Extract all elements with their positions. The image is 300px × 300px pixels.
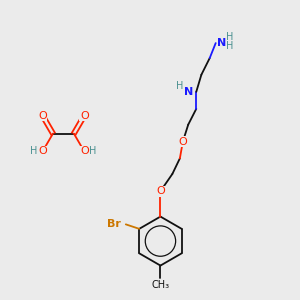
Text: H: H: [176, 81, 184, 92]
Text: N: N: [184, 87, 194, 97]
Text: Br: Br: [107, 219, 121, 230]
Text: O: O: [38, 146, 47, 157]
Text: N: N: [217, 38, 226, 48]
Text: O: O: [80, 111, 89, 121]
Text: CH₃: CH₃: [152, 280, 169, 290]
Text: O: O: [80, 146, 89, 157]
Text: O: O: [156, 186, 165, 196]
Text: H: H: [31, 146, 38, 157]
Text: H: H: [226, 41, 234, 51]
Text: O: O: [38, 111, 47, 121]
Text: O: O: [178, 136, 187, 147]
Text: H: H: [89, 146, 96, 157]
Text: H: H: [226, 32, 234, 41]
